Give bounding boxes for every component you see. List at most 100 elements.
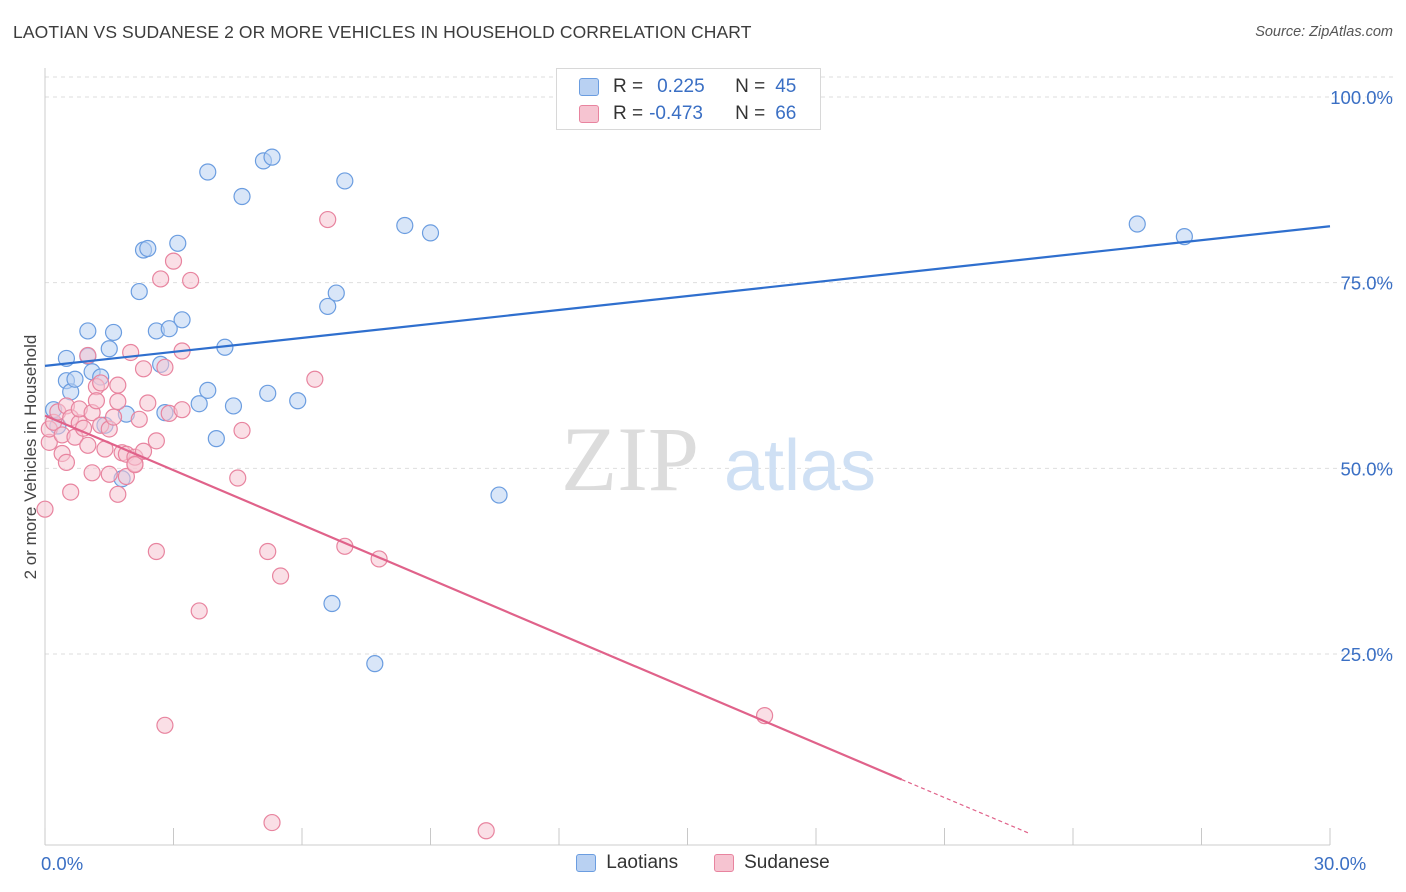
y-tick-label: 75.0% [1341,273,1393,294]
laotians-point [190,395,208,413]
laotians-point [66,370,84,388]
x-tick-label: 30.0% [1314,853,1366,874]
sudanese-point [190,602,208,620]
n-label: N = [735,76,766,97]
r-label: R = [613,103,644,124]
chart-title: LAOTIAN VS SUDANESE 2 OR MORE VEHICLES I… [13,22,752,42]
axes-layer [44,68,1331,846]
sudanese-point [109,485,127,503]
sudanese-point [229,469,247,487]
ticklabel-layer: 25.0% 50.0% 75.0% 100.0% 0.0% 30.0% [41,87,1393,874]
sudanese-point [147,432,165,450]
sudanese-point [126,456,144,474]
points-layer [36,148,1193,840]
laotians-legend-label: Laotians [606,852,679,873]
sudanese-point [109,392,127,411]
sudanese-point [79,346,97,365]
y-tick-label: 50.0% [1341,458,1393,479]
n-value: 45 [775,76,797,97]
sudanese-point [233,421,251,440]
legend-item-laotians[interactable]: Laotians [576,852,678,874]
sudanese-legend-label: Sudanese [744,852,830,873]
sudanese-point [164,252,183,270]
stats-legend: R = 0.225 N = 45 R = -0.473 N = 66 [556,68,821,130]
laotians-point [199,163,217,181]
laotians-point [224,397,243,415]
laotians-swatch [579,78,599,96]
stats-legend-row-laotians: R = 0.225 N = 45 [579,73,796,101]
n-value: 66 [775,103,797,124]
sudanese-point [147,542,165,561]
sudanese-point [36,500,54,518]
sudanese-point [182,271,200,290]
sudanese-point [263,813,281,832]
sudanese-point [152,270,170,288]
y-axis-label: 2 or more Vehicles in Household [21,334,40,580]
laotians-trendline [44,225,1331,367]
sudanese-legend-swatch [714,854,735,872]
laotians-legend-swatch [576,854,597,872]
sudanese-point [306,370,324,388]
sudanese-point [79,436,97,454]
r-value: 0.225 [657,76,705,97]
laotians-point [79,322,97,340]
y-tick-label: 100.0% [1330,87,1393,108]
sudanese-point [109,376,127,394]
sudanese-point [156,358,174,376]
laotians-point [421,224,440,242]
laotians-point [207,430,225,448]
laotians-point [104,323,123,342]
laotians-point [100,340,118,358]
watermark-zip: ZIP [561,408,699,510]
laotians-point [199,381,217,399]
laotians-point [263,148,281,166]
sudanese-point [271,567,290,585]
r-label: R = [613,76,644,97]
laotians-point [233,187,251,206]
laotians-point [169,234,187,252]
sudanese-point [259,542,277,561]
sudanese-point [87,392,106,410]
stats-legend-row-sudanese: R = -0.473 N = 66 [579,100,796,128]
watermark: ZIP atlas [561,408,876,510]
laotians-point [323,594,341,613]
laotians-point [259,384,277,402]
laotians-point [139,239,157,258]
chart-source: Source: ZipAtlas.com [1255,24,1393,40]
n-label: N = [735,103,766,124]
sudanese-point [83,464,101,482]
laotians-point [1128,215,1146,233]
sudanese-point [156,716,174,734]
sudanese-point [57,453,76,471]
sudanese-swatch [579,105,599,123]
sudanese-point [173,401,191,419]
grid-layer [45,76,1395,655]
sudanese-trendline [44,414,903,781]
sudanese-point [134,360,153,378]
trend-layer [44,225,1331,835]
sudanese-point [92,374,110,392]
laotians-point [366,655,384,673]
laotians-point [490,486,508,504]
sudanese-point [62,483,80,501]
laotians-point [160,320,178,338]
laotians-point [130,282,148,301]
watermark-atlas: atlas [724,426,876,506]
sudanese-point [477,822,495,840]
laotians-point [327,284,345,302]
sudanese-point [139,394,157,412]
sudanese-point [130,410,148,428]
laotians-point [173,311,191,329]
laotians-point [336,172,354,190]
sudanese-point [319,210,337,229]
r-value: -0.473 [649,103,703,124]
laotians-point [319,297,337,316]
sudanese-point [100,465,118,483]
laotians-point [396,216,414,235]
x-tick-label: 0.0% [41,853,83,874]
sudanese-trendline-extension [901,778,1031,835]
sudanese-point [104,408,123,426]
series-legend: Laotians Sudanese [0,852,1406,874]
legend-item-sudanese[interactable]: Sudanese [714,852,830,874]
